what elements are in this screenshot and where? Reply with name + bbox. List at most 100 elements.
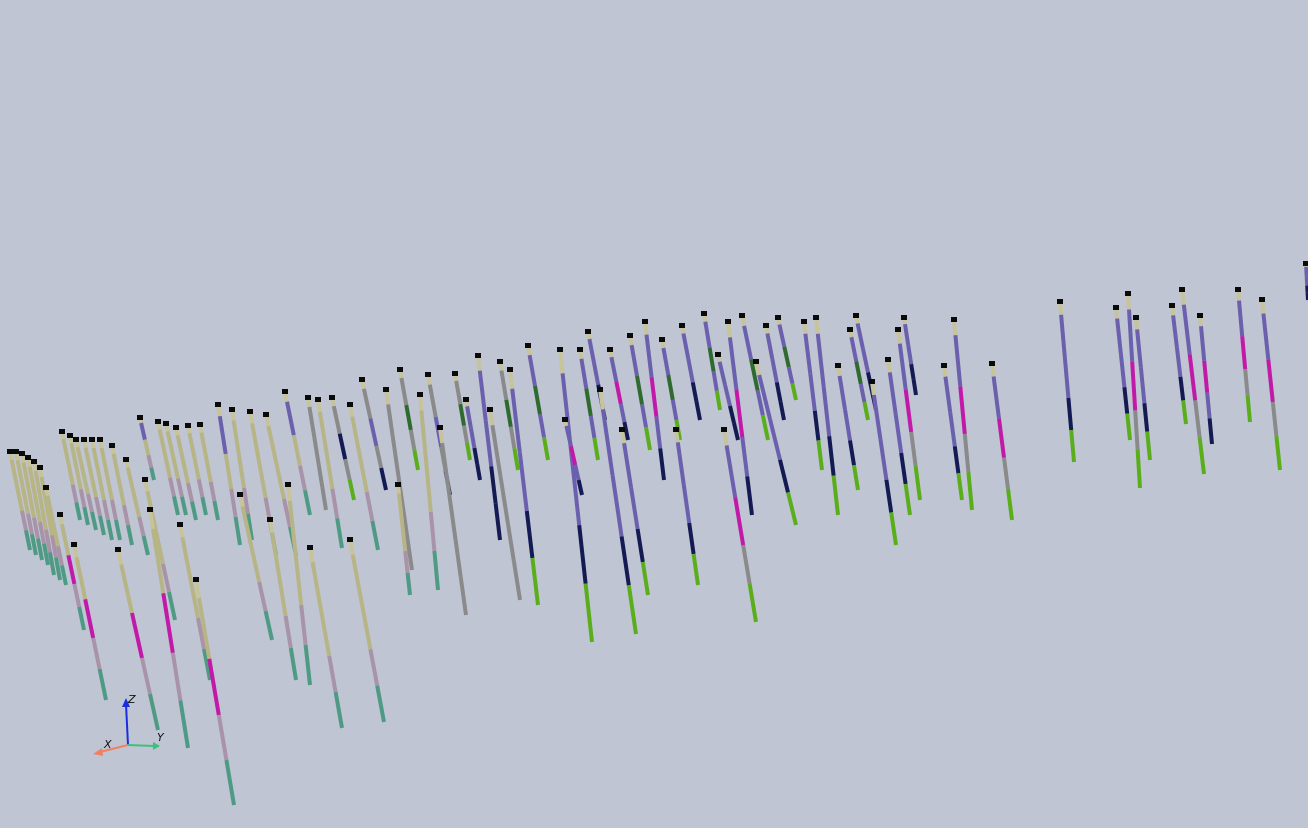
borehole[interactable] <box>1057 299 1076 463</box>
borehole[interactable] <box>885 357 912 516</box>
borehole[interactable] <box>1125 291 1142 489</box>
borehole[interactable] <box>941 363 964 501</box>
borehole[interactable] <box>263 412 298 556</box>
borehole[interactable] <box>97 437 122 541</box>
borehole[interactable] <box>835 363 860 491</box>
borehole[interactable] <box>59 429 82 521</box>
borehole[interactable] <box>109 443 134 546</box>
borehole[interactable] <box>347 537 386 723</box>
borehole[interactable] <box>1133 315 1152 461</box>
borehole-segment <box>405 572 412 596</box>
borehole[interactable] <box>739 313 770 441</box>
borehole-segment <box>714 390 722 411</box>
borehole[interactable] <box>1235 287 1252 423</box>
borehole[interactable] <box>847 327 870 421</box>
borehole[interactable] <box>437 425 468 616</box>
borehole[interactable] <box>673 427 700 586</box>
borehole[interactable] <box>177 522 212 681</box>
borehole[interactable] <box>801 319 824 471</box>
borehole[interactable] <box>597 387 638 635</box>
borehole[interactable] <box>123 457 150 556</box>
borehole[interactable] <box>775 315 798 401</box>
borehole[interactable] <box>57 512 86 631</box>
borehole[interactable] <box>383 387 414 571</box>
borehole[interactable] <box>525 343 550 461</box>
borehole[interactable] <box>115 547 160 731</box>
borehole[interactable] <box>562 417 584 496</box>
borehole-segment <box>790 383 798 401</box>
borehole[interactable] <box>989 361 1014 521</box>
borehole[interactable] <box>73 437 98 531</box>
borehole[interactable] <box>577 347 600 461</box>
borehole[interactable] <box>81 437 106 536</box>
borehole[interactable] <box>137 415 156 481</box>
borehole[interactable] <box>71 542 108 701</box>
borehole[interactable] <box>37 465 62 581</box>
borehole[interactable] <box>359 377 388 491</box>
borehole-segment <box>1006 488 1014 521</box>
borehole[interactable] <box>397 367 420 471</box>
borehole[interactable] <box>725 319 754 516</box>
borehole[interactable] <box>185 423 208 516</box>
borehole[interactable] <box>1259 297 1282 471</box>
y-axis-label: Y <box>157 731 165 744</box>
borehole[interactable] <box>463 397 482 481</box>
borehole[interactable] <box>659 337 682 441</box>
borehole[interactable] <box>487 407 522 601</box>
borehole[interactable] <box>347 402 380 551</box>
borehole[interactable] <box>25 455 50 566</box>
borehole[interactable] <box>31 459 56 576</box>
borehole[interactable] <box>1169 303 1188 425</box>
borehole[interactable] <box>155 419 180 516</box>
borehole[interactable] <box>13 449 38 556</box>
borehole[interactable] <box>197 422 220 521</box>
borehole[interactable] <box>895 327 922 501</box>
borehole[interactable] <box>193 577 236 806</box>
borehole[interactable] <box>452 371 472 461</box>
borehole[interactable] <box>869 379 898 546</box>
borehole[interactable] <box>1197 313 1214 445</box>
borehole[interactable] <box>147 507 190 749</box>
borehole[interactable] <box>1113 305 1132 441</box>
borehole[interactable] <box>1303 261 1308 301</box>
borehole[interactable] <box>721 427 758 623</box>
borehole[interactable] <box>89 437 114 541</box>
borehole[interactable] <box>19 451 44 561</box>
borehole[interactable] <box>395 482 412 596</box>
borehole[interactable] <box>229 407 254 541</box>
borehole[interactable] <box>282 389 312 516</box>
borehole[interactable] <box>679 323 702 421</box>
borehole[interactable] <box>163 421 188 516</box>
borehole[interactable] <box>7 449 32 551</box>
borehole[interactable] <box>1179 287 1206 475</box>
borehole[interactable] <box>285 482 312 686</box>
borehole[interactable] <box>237 492 274 641</box>
borehole[interactable] <box>497 359 520 471</box>
borehole-segment <box>27 490 36 518</box>
borehole[interactable] <box>619 427 650 596</box>
borehole[interactable] <box>329 395 356 501</box>
borehole[interactable] <box>642 319 666 481</box>
borehole[interactable] <box>701 311 722 411</box>
borehole[interactable] <box>507 367 540 606</box>
borehole-segment <box>1135 329 1143 368</box>
borehole[interactable] <box>627 333 652 451</box>
borehole[interactable] <box>267 517 298 681</box>
borehole[interactable] <box>951 317 974 511</box>
borehole[interactable] <box>173 425 198 521</box>
borehole[interactable] <box>43 485 68 586</box>
borehole[interactable] <box>901 315 918 396</box>
borehole[interactable] <box>315 397 344 549</box>
borehole[interactable] <box>417 392 440 591</box>
borehole[interactable] <box>215 402 242 546</box>
borehole[interactable] <box>813 315 840 516</box>
borehole[interactable] <box>307 545 344 729</box>
borehole[interactable] <box>67 433 90 526</box>
borehole[interactable] <box>305 395 328 511</box>
borehole[interactable] <box>475 353 502 541</box>
borehole[interactable] <box>715 352 740 441</box>
borehole[interactable] <box>753 359 798 526</box>
borehole[interactable] <box>607 347 630 441</box>
borehole[interactable] <box>763 323 786 421</box>
